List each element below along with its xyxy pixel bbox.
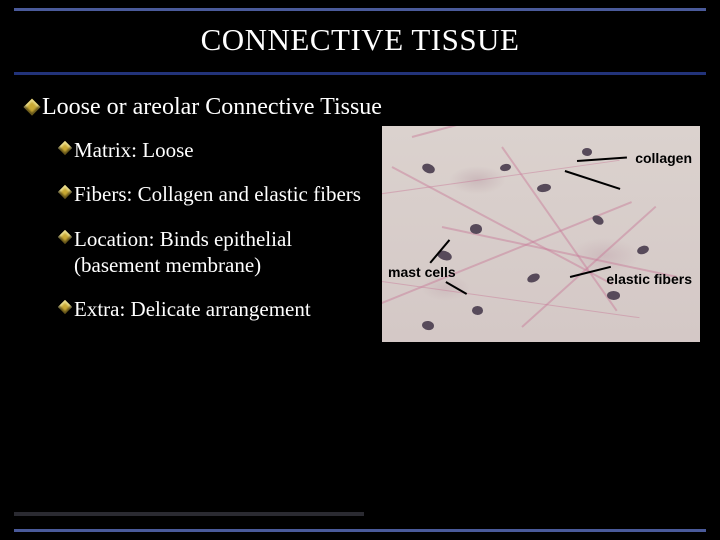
- mast-cell: [472, 306, 483, 315]
- point-extra-text: Extra: Delicate arrangement: [74, 296, 311, 322]
- mast-cell: [607, 291, 620, 300]
- slide-frame: CONNECTIVE TISSUE Loose or areolar Conne…: [14, 8, 706, 532]
- label-collagen: collagen: [635, 150, 692, 166]
- point-fibers: Fibers: Collagen and elastic fibers: [60, 181, 370, 207]
- tissue-diagram: collagen mast cells elastic fibers: [382, 126, 700, 342]
- heading-text: Loose or areolar Connective Tissue: [42, 94, 382, 121]
- point-extra: Extra: Delicate arrangement: [60, 296, 370, 322]
- title-area: CONNECTIVE TISSUE: [14, 22, 706, 58]
- diamond-bullet-icon: [60, 143, 70, 153]
- body-area: Loose or areolar Connective Tissue Matri…: [26, 94, 694, 340]
- bottom-border: [14, 529, 706, 532]
- point-location-text: Location: Binds epithelial (basement mem…: [74, 226, 370, 279]
- label-mast-cells: mast cells: [388, 264, 456, 280]
- decorative-shadow: [14, 512, 364, 516]
- point-matrix: Matrix: Loose: [60, 137, 370, 163]
- mast-cell: [470, 224, 482, 234]
- diamond-bullet-icon: [60, 302, 70, 312]
- point-fibers-text: Fibers: Collagen and elastic fibers: [74, 181, 361, 207]
- point-location: Location: Binds epithelial (basement mem…: [60, 226, 370, 279]
- label-elastic-fibers: elastic fibers: [606, 271, 692, 287]
- point-matrix-text: Matrix: Loose: [74, 137, 194, 163]
- top-border: [14, 8, 706, 11]
- title-rule: [14, 72, 706, 75]
- slide-title: CONNECTIVE TISSUE: [201, 22, 520, 57]
- sub-bullets: Matrix: Loose Fibers: Collagen and elast…: [60, 137, 370, 322]
- mast-cell: [582, 148, 592, 156]
- diamond-bullet-icon: [60, 232, 70, 242]
- diamond-bullet-icon: [26, 101, 38, 113]
- heading-row: Loose or areolar Connective Tissue: [26, 94, 694, 121]
- diamond-bullet-icon: [60, 187, 70, 197]
